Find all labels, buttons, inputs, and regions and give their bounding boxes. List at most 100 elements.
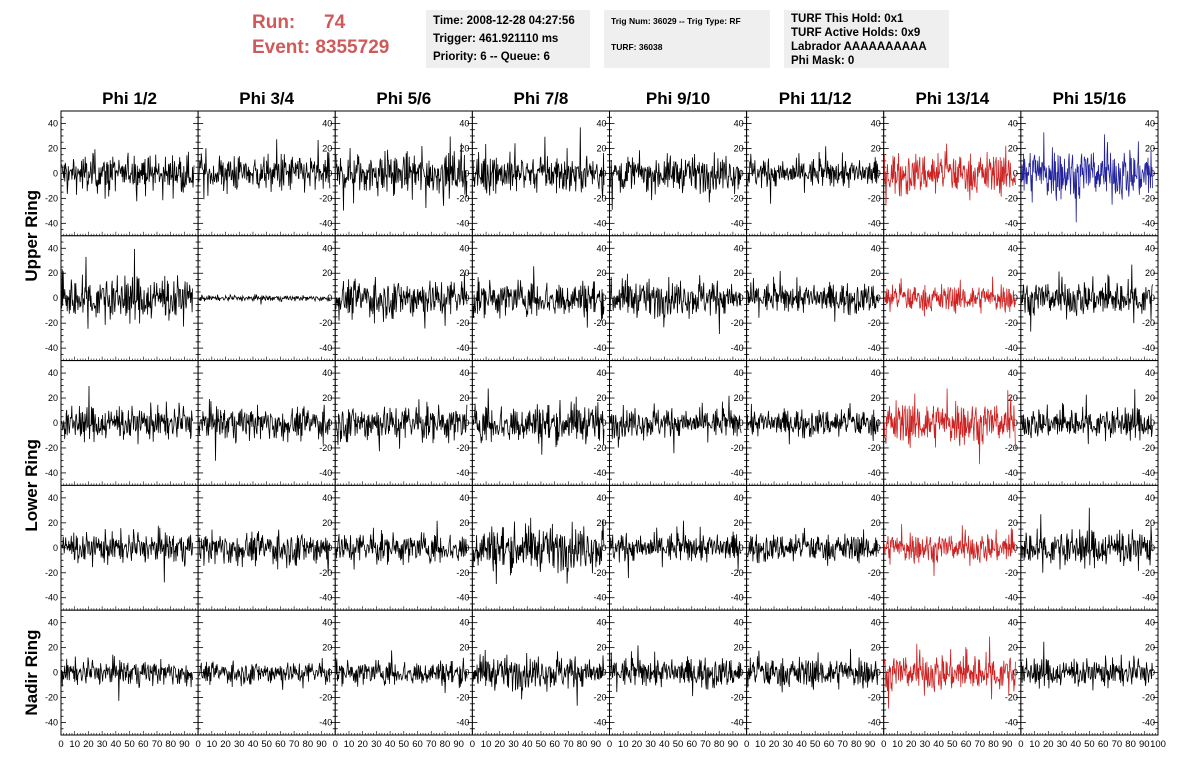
x-tick-label: 70 [837,739,848,750]
y-tick-label: 20 [596,518,606,528]
y-tick-label: 40 [871,493,881,503]
y-tick-label: -20 [593,693,606,703]
y-tick-label: -40 [868,218,881,228]
panel-r5-c1: -40 -20 0 20 40 [45,609,199,736]
y-tick-label: 20 [871,393,881,403]
y-tick-label: 0 [53,543,58,553]
x-tick-label: 10 [892,739,903,750]
y-tick-label: -20 [1142,318,1155,328]
y-tick-label: -20 [1005,443,1018,453]
y-tick-label: -20 [868,193,881,203]
y-tick-label: 40 [734,118,744,128]
column-titles: Phi 1/2 Phi 3/4 Phi 5/6 Phi 7/8 Phi 9/10 Phi … [102,89,1126,108]
panel-r4-c4: -40 -20 0 20 40 [471,484,610,611]
y-tick-label: -20 [456,318,469,328]
y-tick-label: -40 [1005,718,1018,728]
y-tick-label: -20 [593,443,606,453]
waveform-line [884,524,1016,577]
y-tick-label: 40 [871,118,881,128]
y-tick-label: -40 [456,718,469,728]
y-tick-label: -40 [45,718,58,728]
y-tick-label: 40 [459,243,469,253]
y-tick-label: -40 [868,718,881,728]
y-tick-label: -40 [1142,593,1155,603]
y-tick-label: -40 [45,468,58,478]
y-tick-label: -40 [593,718,606,728]
x-tick-label: 80 [851,739,862,750]
waveform-line [472,649,605,706]
y-tick-label: -20 [456,693,469,703]
x-tick-label: 0 [607,739,612,750]
y-tick-label: -20 [45,693,58,703]
x-tick-label: 20 [220,739,231,750]
y-tick-label: -40 [593,468,606,478]
x-axis-labels: 0 10 20 30 40 50 60 70 80 90 0 10 20 30 40 50 60 70 80 90 0 1… [58,739,1166,750]
y-tick-label: 0 [876,668,881,678]
x-tick-label: 90 [728,739,739,750]
x-tick-label: 50 [399,739,410,750]
x-tick-label: 20 [906,739,917,750]
y-tick-label: -40 [731,468,744,478]
y-tick-label: -20 [731,568,744,578]
y-tick-label: -20 [1142,443,1155,453]
column-title-8: Phi 15/16 [1053,89,1127,108]
column-title-4: Phi 7/8 [514,89,569,108]
y-tick-label: 40 [48,618,58,628]
y-tick-label: 40 [596,368,606,378]
y-tick-label: 40 [322,618,332,628]
y-tick-label: 20 [734,143,744,153]
y-tick-label: 0 [53,168,58,178]
y-tick-label: 40 [322,493,332,503]
x-tick-label: 20 [83,739,94,750]
y-tick-label: -40 [45,343,58,353]
y-tick-label: 40 [459,118,469,128]
y-tick-label: 20 [871,518,881,528]
panel-r4-c7: -40 -20 0 20 40 [883,484,1022,611]
y-tick-label: 0 [1150,418,1155,428]
x-tick-label: 60 [549,739,560,750]
panel-r4-c5: -40 -20 0 20 40 [609,484,748,611]
y-tick-label: 0 [739,293,744,303]
turf-this-hold-text: TURF This Hold: 0x1 [791,13,904,25]
y-tick-label: 20 [1008,643,1018,653]
y-tick-label: 20 [48,518,58,528]
y-tick-label: -40 [1005,343,1018,353]
panel-r4-c8: -40 -20 0 20 40 [1020,484,1159,611]
x-tick-label: 60 [961,739,972,750]
y-tick-label: -40 [593,343,606,353]
panel-r3-c8: -40 -20 0 20 40 [1020,360,1159,486]
x-tick-label: 20 [495,739,506,750]
waveform-line [61,149,195,202]
y-tick-label: 20 [459,518,469,528]
waveform-line [884,388,1016,465]
column-title-5: Phi 9/10 [646,89,710,108]
panel-r3-c4: -40 -20 0 20 40 [471,360,610,486]
waveform-line [609,273,742,335]
waveform-line [198,139,331,200]
x-tick-label: 90 [453,739,464,750]
x-tick-label: 90 [590,739,601,750]
panel-r3-c7: -40 -20 0 20 40 [883,360,1022,486]
y-tick-label: -20 [45,443,58,453]
row-title-2: Lower Ring [22,439,41,532]
waveform-line [472,517,605,585]
x-tick-label: 10 [1029,739,1040,750]
y-tick-label: -40 [1005,218,1018,228]
x-tick-label: 40 [385,739,396,750]
y-tick-label: 40 [734,243,744,253]
y-tick-label: 40 [596,118,606,128]
column-title-3: Phi 5/6 [376,89,431,108]
x-tick-label: 80 [303,739,314,750]
x-tick-label: 30 [920,739,931,750]
y-tick-label: -40 [45,218,58,228]
y-tick-label: 20 [48,143,58,153]
waveform-line [61,248,193,329]
x-tick-label: 40 [933,739,944,750]
y-tick-label: 20 [322,643,332,653]
